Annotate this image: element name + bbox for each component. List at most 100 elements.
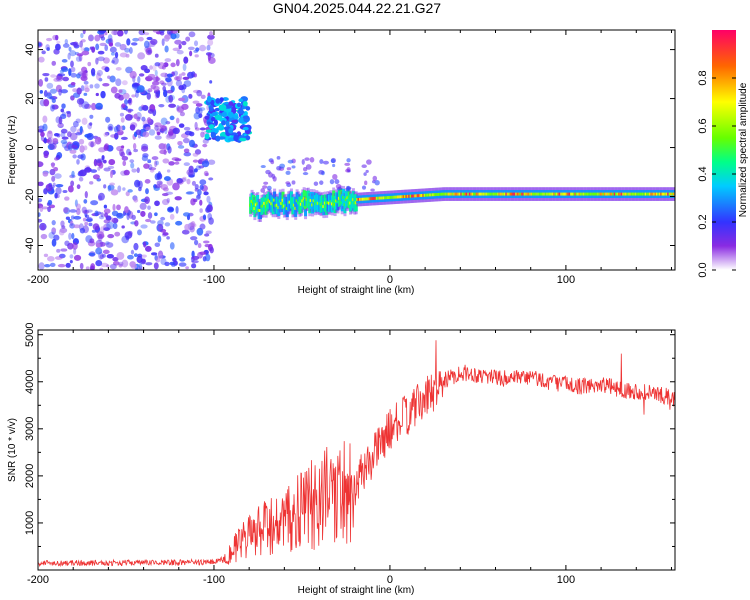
noise-blob <box>81 50 90 56</box>
noise-blob <box>63 207 71 215</box>
noise-blob <box>55 187 62 195</box>
noise-blob <box>195 47 200 52</box>
noise-blob <box>50 104 55 112</box>
noise-blob <box>88 222 93 227</box>
noise-blob <box>165 121 171 125</box>
noise-blob <box>51 175 56 182</box>
noise-blob <box>164 127 168 135</box>
noise-blob <box>195 106 200 115</box>
noise-blob <box>70 82 76 86</box>
noise-blob <box>195 103 203 107</box>
noise-blob <box>96 72 101 81</box>
noise-blob <box>196 227 204 236</box>
noise-blob <box>118 94 125 101</box>
noise-blob <box>125 235 130 241</box>
noise-blob <box>188 131 195 137</box>
noise-blob <box>154 53 159 58</box>
noise-blob <box>151 252 158 256</box>
noise-blob <box>172 127 180 135</box>
noise-blob <box>206 44 211 51</box>
noise-blob <box>75 56 82 62</box>
noise-blob <box>154 160 158 168</box>
noise-blob <box>124 98 129 105</box>
cluster-blob <box>221 120 226 126</box>
noise-blob <box>133 198 139 203</box>
noise-blob <box>133 253 138 258</box>
noise-blob <box>208 177 214 181</box>
noise-blob <box>160 257 167 266</box>
noise-blob <box>199 184 204 190</box>
noise-blob <box>43 99 50 107</box>
noise-blob <box>107 233 115 239</box>
noise-blob <box>193 40 199 47</box>
noise-blob <box>185 266 189 270</box>
noise-blob <box>39 205 44 213</box>
noise-blob <box>166 73 173 78</box>
noise-blob <box>207 213 213 221</box>
noise-blob <box>177 145 185 149</box>
track-scatter <box>271 173 276 179</box>
cluster-blob <box>242 100 248 107</box>
track-scatter <box>329 179 335 185</box>
noise-blob <box>166 169 171 173</box>
noise-blob <box>54 157 59 161</box>
noise-blob <box>130 264 138 269</box>
noise-blob <box>156 131 161 136</box>
noise-blob <box>79 145 85 153</box>
noise-blob <box>159 80 165 85</box>
noise-blob <box>140 210 146 217</box>
noise-blob <box>55 183 64 188</box>
noise-blob <box>109 263 117 270</box>
spectrogram-x-tick-label: -200 <box>27 274 49 286</box>
noise-blob <box>75 132 83 136</box>
noise-blob <box>209 246 214 254</box>
track-scatter <box>276 155 281 160</box>
noise-blob <box>192 100 200 104</box>
cluster-blob <box>228 127 234 134</box>
track-scatter <box>372 175 378 182</box>
noise-blob <box>205 230 212 235</box>
noise-blob <box>108 42 114 47</box>
noise-blob <box>138 180 143 189</box>
noise-blob <box>100 262 109 268</box>
noise-blob <box>103 167 111 172</box>
noise-blob <box>71 144 78 149</box>
noise-blob <box>194 183 199 190</box>
noise-blob <box>181 229 190 235</box>
noise-blob <box>157 253 163 259</box>
noise-blob <box>107 185 112 192</box>
noise-blob <box>143 163 150 169</box>
noise-blob <box>190 198 196 206</box>
noise-blob <box>83 199 88 204</box>
noise-blob <box>207 159 216 165</box>
noise-blob <box>207 52 211 61</box>
noise-blob <box>154 124 159 131</box>
noise-blob <box>183 152 192 157</box>
noise-blob <box>68 46 72 52</box>
noise-blob <box>111 30 119 36</box>
noise-blob <box>73 224 81 229</box>
noise-blob <box>170 62 176 68</box>
noise-blob <box>47 130 53 135</box>
noise-blob <box>95 242 101 248</box>
noise-blob <box>84 103 92 109</box>
noise-blob <box>61 59 68 63</box>
noise-blob <box>175 58 180 67</box>
noise-blob <box>168 129 174 137</box>
noise-blob <box>163 143 167 152</box>
track-scatter <box>287 159 294 164</box>
noise-blob <box>83 80 89 85</box>
noise-blob <box>202 214 207 221</box>
noise-blob <box>63 206 69 214</box>
noise-blob <box>127 230 133 236</box>
noise-blob <box>44 263 51 268</box>
noise-blob <box>137 52 146 60</box>
noise-blob <box>122 92 130 100</box>
noise-blob <box>141 116 146 122</box>
noise-blob <box>164 72 168 81</box>
noise-blob <box>128 46 133 54</box>
noise-blob <box>186 169 194 176</box>
noise-blob <box>54 256 63 260</box>
noise-blob <box>114 42 122 47</box>
noise-blob <box>131 94 136 98</box>
